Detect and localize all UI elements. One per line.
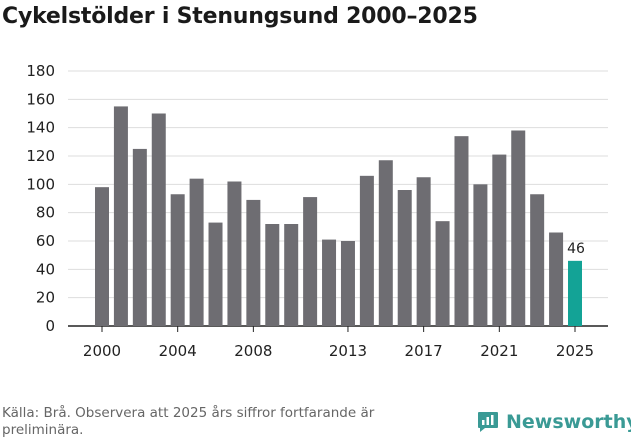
- x-tick-label: 2017: [405, 342, 443, 360]
- bar-2013: [340, 241, 355, 326]
- bar-chart: 0 20 40 60 80 100 120 140 160 180 2000 2004 2008 201…: [26, 62, 608, 360]
- bar-2023: [530, 194, 545, 326]
- bar-2009: [265, 224, 280, 326]
- data-labels: 46: [567, 241, 585, 257]
- bar-2002: [132, 148, 147, 326]
- newsworthy-logo[interactable]: Newsworthy: [476, 408, 631, 436]
- bar-2021: [492, 154, 507, 326]
- bar-2024: [549, 232, 564, 326]
- bar-2007: [227, 181, 242, 326]
- bar-2006: [208, 222, 223, 326]
- bar-2005: [189, 178, 204, 326]
- bar-2004: [170, 194, 185, 326]
- bar-2016: [397, 190, 412, 326]
- bar-2012: [322, 239, 337, 326]
- bar-2010: [284, 224, 299, 326]
- bar-2018: [435, 221, 450, 326]
- x-tick-label: 2025: [556, 342, 594, 360]
- source-note: Källa: Brå. Observera att 2025 års siffr…: [2, 405, 375, 438]
- bars: [95, 106, 582, 327]
- data-label: 46: [567, 241, 585, 257]
- x-tick-label: 2000: [83, 342, 121, 360]
- y-tick-label: 120: [26, 147, 55, 165]
- bar-2014: [359, 175, 374, 326]
- chart-title: Cykelstölder i Stenungsund 2000–2025: [2, 4, 478, 29]
- bar-2022: [511, 130, 526, 326]
- y-tick-label: 0: [45, 317, 55, 335]
- bar-2011: [303, 197, 318, 326]
- y-tick-label: 160: [26, 90, 55, 108]
- y-tick-label: 180: [26, 62, 55, 80]
- bar-2019: [454, 136, 469, 326]
- bar-2020: [473, 184, 488, 326]
- y-axis-ticks: 0 20 40 60 80 100 120 140 160 180: [26, 62, 55, 335]
- x-tick-label: 2004: [159, 342, 197, 360]
- y-tick-label: 100: [26, 175, 55, 193]
- gridlines: [68, 70, 608, 327]
- x-tick-label: 2008: [234, 342, 272, 360]
- bar-2015: [378, 160, 393, 326]
- y-tick-label: 40: [36, 260, 55, 278]
- bar-2001: [113, 106, 128, 327]
- y-tick-label: 140: [26, 119, 55, 137]
- y-tick-label: 60: [36, 232, 55, 250]
- bar-2025: [568, 260, 582, 326]
- y-tick-label: 80: [36, 204, 55, 222]
- bar-2000: [95, 187, 109, 326]
- brand-name: Newsworthy: [506, 411, 631, 433]
- y-tick-label: 20: [36, 289, 55, 307]
- x-tick-label: 2021: [480, 342, 518, 360]
- bar-2017: [416, 177, 431, 326]
- x-axis-ticks: 2000 2004 2008 2013 2017 2021 2025: [83, 326, 594, 360]
- chart-bubble-icon: [478, 412, 498, 432]
- bar-2008: [246, 199, 261, 326]
- bar-2003: [151, 113, 166, 326]
- x-tick-label: 2013: [329, 342, 367, 360]
